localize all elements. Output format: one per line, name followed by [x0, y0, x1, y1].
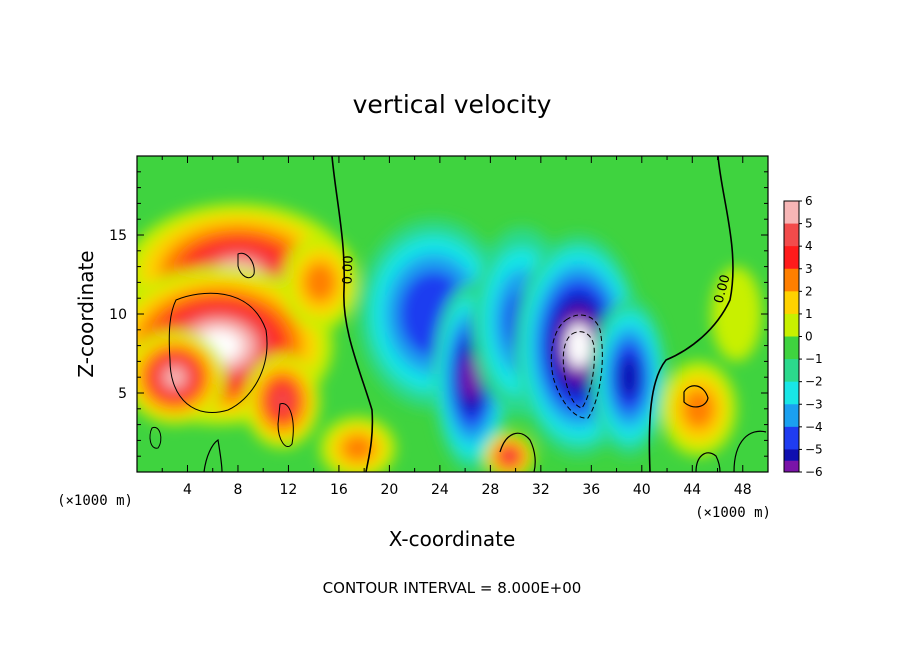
colorbar-swatch	[784, 404, 799, 428]
x-tick-label: 8	[233, 482, 242, 498]
chart-title: vertical velocity	[353, 90, 552, 119]
contour-line	[648, 156, 734, 472]
x-tick-label: 48	[734, 482, 752, 498]
colorbar-swatch	[784, 460, 799, 472]
colorbar-label: −4	[805, 420, 823, 434]
colorbar-label: −6	[805, 465, 823, 479]
colorbar-label: 4	[805, 239, 813, 253]
x-axis-label: X-coordinate	[389, 527, 516, 551]
colorbar-label: 0	[805, 330, 813, 344]
contour-line	[550, 314, 603, 419]
colorbar-swatch	[784, 359, 799, 383]
colorbar-swatch	[784, 201, 799, 225]
colorbar: 6 5 4 3 2 1 0 −1 −2 −3 −4 −5 −6	[783, 194, 823, 479]
x-tick-label: 28	[481, 482, 499, 498]
colorbar-label: −1	[805, 352, 823, 366]
y-tick-label: 5	[118, 386, 127, 402]
colorbar-label: 2	[805, 284, 813, 298]
x-tick-label: 36	[582, 482, 600, 498]
y-tick-label: 10	[109, 307, 127, 323]
y-tick-label: 15	[109, 228, 127, 244]
x-tick-label: 16	[330, 482, 348, 498]
contour-line	[203, 438, 223, 472]
contour-line	[168, 292, 268, 414]
velocity-field	[137, 203, 762, 472]
x-axis: 4 8 12 16 20 24 28 32 36 40 44 48	[161, 156, 752, 498]
contour-label: 0.00	[712, 273, 734, 305]
colorbar-swatch	[784, 381, 799, 405]
field-cell	[341, 434, 375, 462]
colorbar-swatch	[784, 268, 799, 292]
contour-line	[499, 432, 536, 472]
x-unit-left: (×1000 m)	[57, 493, 133, 509]
field-cell	[711, 266, 762, 362]
contour-line	[149, 426, 162, 449]
contour-label: 0.00	[341, 255, 357, 284]
x-tick-label: 44	[683, 482, 701, 498]
colorbar-label: −3	[805, 397, 823, 411]
colorbar-label: 1	[805, 307, 813, 321]
contour-line	[733, 430, 767, 472]
field-cell	[502, 449, 517, 463]
plot-area: 0.00 0.00	[137, 156, 768, 472]
y-axis-label: Z-coordinate	[74, 250, 98, 377]
colorbar-swatch	[784, 336, 799, 360]
field-cell	[303, 262, 337, 303]
x-unit-right: (×1000 m)	[695, 505, 771, 521]
contour-line	[277, 403, 294, 447]
colorbar-swatch	[784, 223, 799, 247]
zero-contours	[149, 156, 767, 472]
contour-interval-note: CONTOUR INTERVAL = 8.000E+00	[323, 579, 582, 597]
colorbar-label: −5	[805, 442, 823, 456]
colorbar-swatch	[784, 426, 799, 450]
colorbar-label: 3	[805, 262, 813, 276]
x-tick-label: 24	[431, 482, 449, 498]
contour-line	[683, 385, 709, 408]
colorbar-swatch	[784, 313, 799, 337]
colorbar-swatch	[784, 291, 799, 315]
contour-line	[695, 452, 721, 472]
field-cell	[618, 355, 640, 399]
field-cell	[271, 387, 293, 414]
field-cell	[462, 355, 481, 400]
colorbar-swatch	[784, 246, 799, 270]
y-axis: 5 10 15	[109, 171, 768, 457]
colorbar-label: −2	[805, 375, 823, 389]
field-cell	[163, 366, 187, 389]
contour-line	[331, 156, 374, 472]
x-tick-label: 40	[633, 482, 651, 498]
colorbar-label: 6	[805, 194, 813, 208]
field-cell	[566, 323, 592, 368]
contour-line	[237, 252, 255, 279]
colorbar-label: 5	[805, 217, 813, 231]
x-tick-label: 32	[532, 482, 550, 498]
x-tick-label: 4	[183, 482, 192, 498]
field-cell	[682, 388, 715, 430]
x-tick-label: 12	[280, 482, 298, 498]
x-tick-label: 20	[380, 482, 398, 498]
